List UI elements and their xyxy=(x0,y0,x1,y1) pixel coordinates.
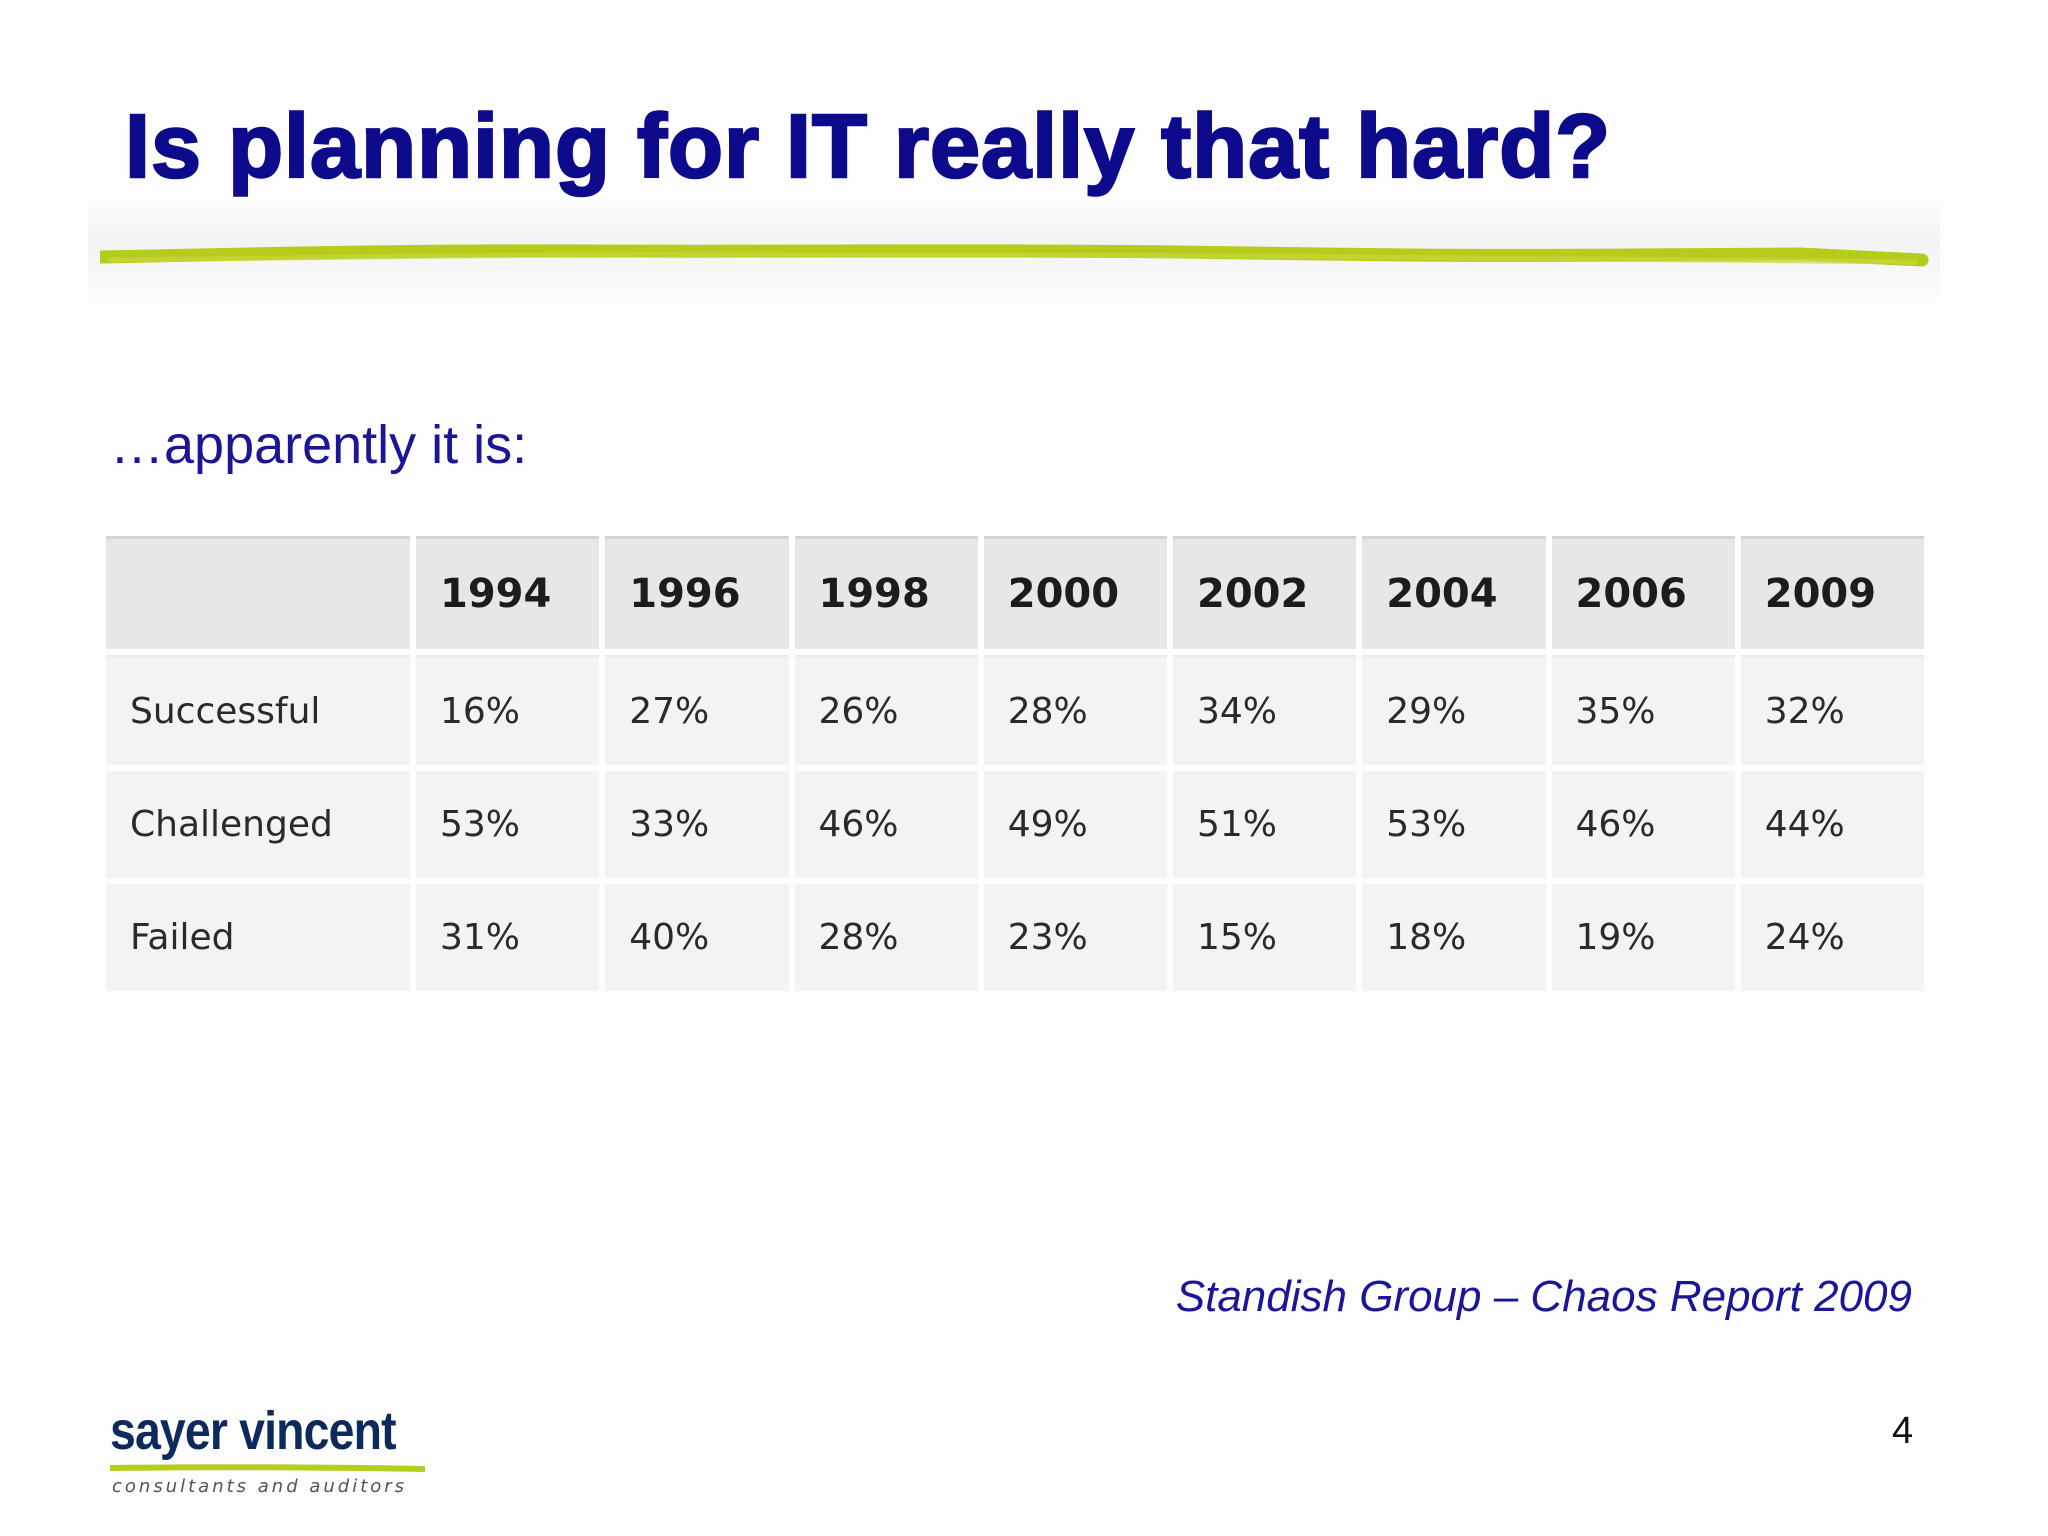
table-cell: 28% xyxy=(794,884,978,991)
table-cell: 44% xyxy=(1740,771,1924,878)
table-cell: 19% xyxy=(1551,884,1735,991)
table-row: Failed 31% 40% 28% 23% 15% 18% 19% 24% xyxy=(106,884,1924,991)
results-table-wrapper: 1994 1996 1998 2000 2002 2004 2006 2009 … xyxy=(106,536,1936,997)
table-cell: 24% xyxy=(1740,884,1924,991)
table-cell: 26% xyxy=(794,655,978,765)
table-row: Challenged 53% 33% 46% 49% 51% 53% 46% 4… xyxy=(106,771,1924,878)
table-cell: 46% xyxy=(794,771,978,878)
header-cell-year: 2000 xyxy=(983,536,1167,649)
table-cell: 31% xyxy=(416,884,600,991)
table-cell: 40% xyxy=(605,884,789,991)
header-cell-year: 1996 xyxy=(605,536,789,649)
table-cell: 46% xyxy=(1551,771,1735,878)
table-cell: 27% xyxy=(605,655,789,765)
table-row: Successful 16% 27% 26% 28% 34% 29% 35% 3… xyxy=(106,655,1924,765)
table-cell: 16% xyxy=(416,655,600,765)
header-cell-year: 2002 xyxy=(1173,536,1357,649)
table-cell: 51% xyxy=(1173,771,1357,878)
source-citation: Standish Group – Chaos Report 2009 xyxy=(1175,1272,1912,1321)
header-cell-year: 1998 xyxy=(794,536,978,649)
slide-subtitle: …apparently it is: xyxy=(110,415,528,475)
company-logo: sayer vincent consultants and auditors xyxy=(110,1400,440,1510)
table-cell: 53% xyxy=(416,771,600,878)
title-underline xyxy=(100,244,1929,267)
table-cell: 15% xyxy=(1173,884,1357,991)
table-cell: 18% xyxy=(1362,884,1546,991)
slide-title: Is planning for IT really that hard? xyxy=(124,96,1612,199)
row-label: Successful xyxy=(106,655,410,765)
header-cell-year: 2004 xyxy=(1362,536,1546,649)
logo-wordmark: sayer vincent xyxy=(110,1401,397,1461)
logo-tagline: consultants and auditors xyxy=(112,1476,408,1497)
table-cell: 35% xyxy=(1551,655,1735,765)
page-number: 4 xyxy=(1892,1410,1914,1452)
table-header-row: 1994 1996 1998 2000 2002 2004 2006 2009 xyxy=(106,536,1924,649)
table-cell: 53% xyxy=(1362,771,1546,878)
results-table: 1994 1996 1998 2000 2002 2004 2006 2009 … xyxy=(100,530,1930,997)
header-cell-year: 1994 xyxy=(416,536,600,649)
header-cell-year: 2009 xyxy=(1740,536,1924,649)
row-label: Failed xyxy=(106,884,410,991)
table-cell: 32% xyxy=(1740,655,1924,765)
header-cell-empty xyxy=(106,536,410,649)
table-cell: 23% xyxy=(983,884,1167,991)
table-cell: 29% xyxy=(1362,655,1546,765)
header-cell-year: 2006 xyxy=(1551,536,1735,649)
table-cell: 33% xyxy=(605,771,789,878)
logo-underline xyxy=(110,1464,425,1472)
row-label: Challenged xyxy=(106,771,410,878)
table-cell: 28% xyxy=(983,655,1167,765)
table-cell: 49% xyxy=(983,771,1167,878)
table-cell: 34% xyxy=(1173,655,1357,765)
